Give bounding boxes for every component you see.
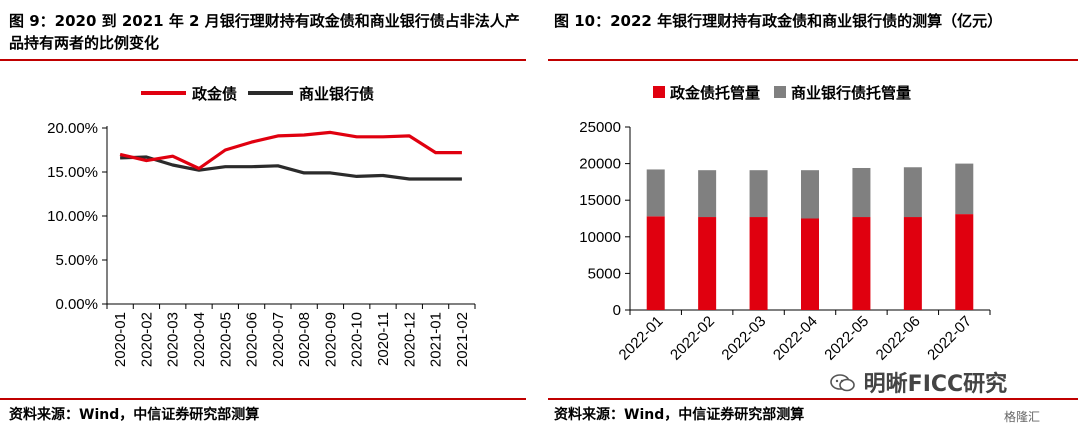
bar-1 [801, 170, 819, 219]
y-tick-label: 25000 [579, 119, 621, 136]
watermark: 明晰FICC研究 [830, 366, 1007, 398]
bar-0 [955, 214, 974, 310]
left-source: 资料来源：Wind，中信证券研究部测算 [9, 407, 260, 423]
right-bottom-rule [548, 398, 1078, 400]
y-tick-label: 20000 [579, 156, 621, 173]
x-tick-label: 2020-11 [375, 312, 392, 366]
x-tick-label: 2020-05 [217, 312, 234, 367]
x-tick-label: 2022-07 [924, 313, 975, 364]
legend-label-1: 商业银行债 [299, 85, 374, 103]
left-panel: 图 9：2020 到 2021 年 2 月银行理财持有政金债和商业银行债占非法人… [0, 0, 530, 431]
bar-0 [801, 218, 819, 310]
x-tick-label: 2020-06 [244, 312, 261, 367]
bar-chart: 政金债托管量 商业银行债托管量25000200001500010000500002… [579, 84, 991, 364]
bar-1 [955, 163, 974, 215]
left-top-rule [0, 59, 526, 61]
y-tick-label: 10000 [579, 229, 621, 246]
watermark-sub: 格隆汇 [1004, 410, 1041, 424]
line-chart: 政金债 商业银行债 20.00% 15.00% 10.00% 5.00% 0.00% 2020… [47, 85, 476, 367]
legend-label-0: 政金债托管量 [670, 84, 760, 102]
right-top-rule [548, 59, 1078, 61]
series-line-1 [120, 155, 462, 181]
y-tick-label: 15000 [579, 192, 621, 209]
y-tick-label: 0.00% [55, 296, 98, 313]
x-tick-label: 2022-03 [718, 313, 769, 364]
bar-1 [646, 169, 665, 217]
x-tick-label: 2022-02 [667, 313, 718, 364]
y-tick-label: 20.00% [47, 120, 98, 137]
x-tick-label: 2020-04 [191, 312, 208, 367]
y-tick-label: 15.00% [47, 164, 98, 181]
x-tick-label: 2020-10 [349, 312, 366, 367]
legend-label-0: 政金债 [192, 85, 237, 103]
x-tick-label: 2020-08 [296, 312, 313, 367]
x-tick-label: 2020-09 [322, 312, 339, 367]
x-tick-label: 2020-02 [138, 312, 155, 367]
legend-swatch-1 [774, 86, 786, 98]
bar-0 [852, 217, 871, 310]
y-tick-label: 0 [613, 302, 621, 319]
bar-1 [903, 167, 922, 218]
legend-swatch-0 [653, 86, 665, 98]
x-tick-label: 2022-04 [770, 313, 821, 364]
legend-label-1: 商业银行债托管量 [791, 84, 911, 102]
bar-0 [903, 217, 922, 310]
x-tick-label: 2021-01 [428, 312, 445, 367]
x-tick-label: 2022-06 [873, 313, 924, 364]
right-source: 资料来源：Wind，中信证券研究部测算 [554, 407, 805, 423]
right-figure-title: 图 10：2022 年银行理财持有政金债和商业银行债的测算（亿元） [554, 12, 1003, 30]
bar-0 [698, 217, 717, 310]
right-panel: 图 10：2022 年银行理财持有政金债和商业银行债的测算（亿元） 政金债托管量… [548, 0, 1080, 431]
bar-0 [749, 217, 768, 310]
bar-1 [698, 170, 717, 218]
bar-1 [852, 167, 871, 218]
bar-1 [749, 170, 768, 218]
x-tick-label: 2020-07 [270, 312, 287, 367]
y-tick-label: 5.00% [55, 252, 98, 269]
series-line-0 [119, 130, 462, 171]
x-tick-label: 2020-12 [401, 312, 418, 367]
wechat-icon [830, 374, 855, 392]
left-figure-title: 图 9：2020 到 2021 年 2 月银行理财持有政金债和商业银行债占非法人… [9, 12, 520, 52]
bar-0 [646, 216, 665, 310]
left-bottom-rule [0, 398, 526, 400]
x-tick-label: 2020-03 [165, 312, 182, 367]
x-tick-label: 2020-01 [112, 312, 129, 367]
x-tick-label: 2022-05 [821, 313, 872, 364]
x-tick-label: 2022-01 [616, 313, 667, 364]
y-tick-label: 5000 [588, 265, 621, 282]
y-tick-label: 10.00% [47, 208, 98, 225]
x-tick-label: 2021-02 [454, 312, 471, 367]
watermark-text: 明晰FICC研究 [863, 372, 1008, 397]
